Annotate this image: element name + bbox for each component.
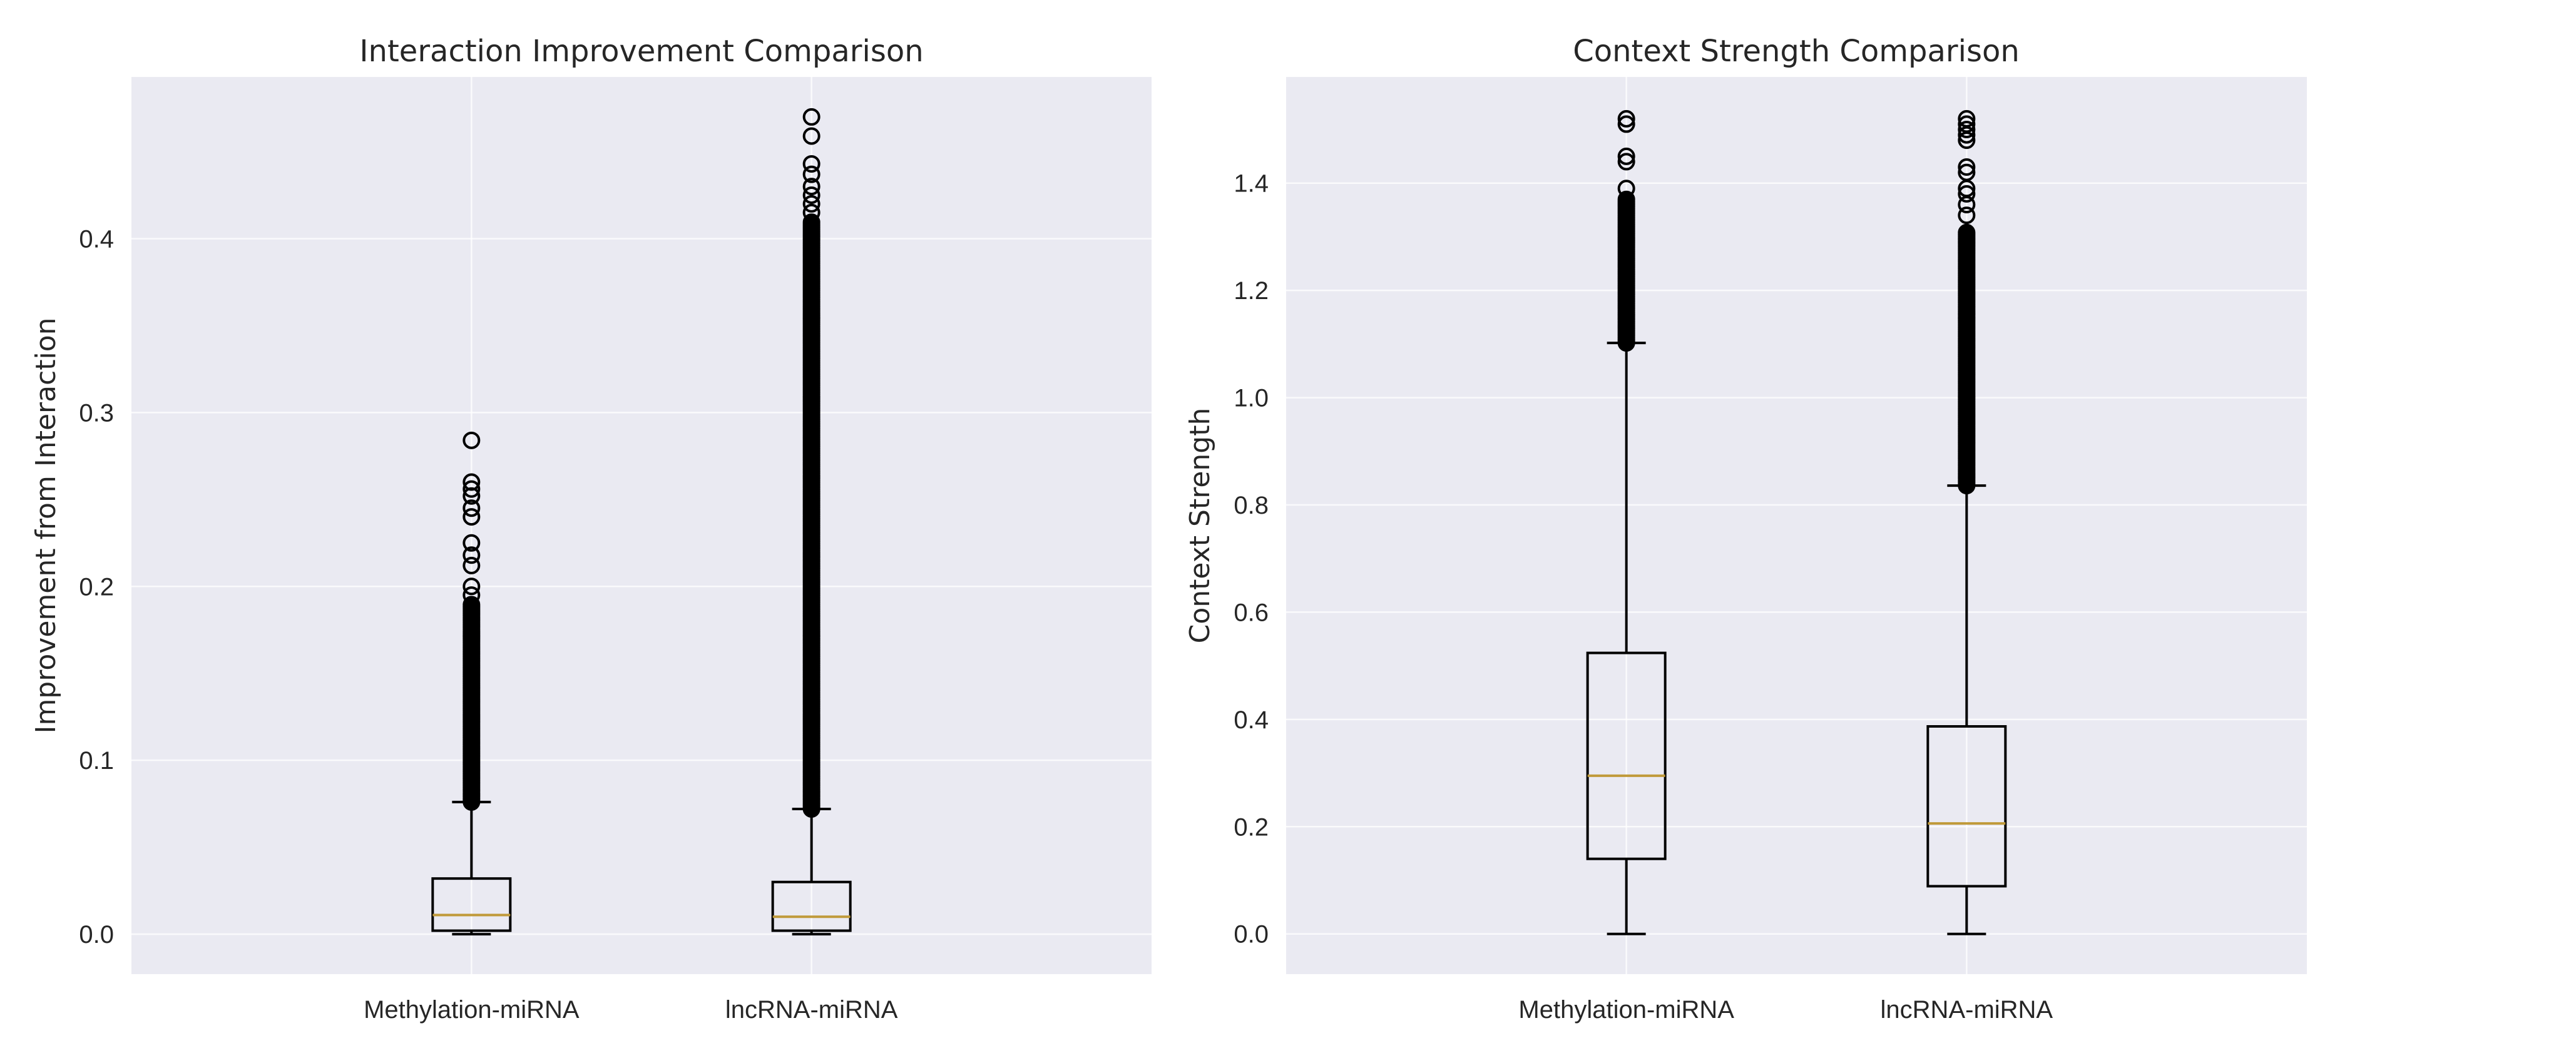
- outlier-point: [463, 508, 481, 526]
- box-lncrna-mirna: [771, 108, 852, 936]
- x-tick-label: Methylation-miRNA: [364, 996, 580, 1024]
- outlier-point: [1958, 115, 1976, 133]
- y-tick-label: 0.1: [79, 747, 114, 775]
- y-tick-label: 0.8: [1234, 492, 1269, 519]
- outlier-point: [1958, 206, 1976, 225]
- box-methylation-mirna: [1586, 109, 1667, 935]
- outlier-point: [802, 195, 820, 213]
- y-axis-label: Improvement from Interaction: [30, 317, 62, 733]
- box-iqr: [1586, 651, 1667, 860]
- y-axis-label: Context Strength: [1184, 408, 1216, 644]
- box-methylation-mirna: [431, 431, 512, 936]
- y-tick-label: 1.2: [1234, 277, 1269, 305]
- outlier-point: [1617, 190, 1635, 208]
- outlier-point: [802, 203, 820, 221]
- y-tick-label: 0.0: [1234, 921, 1269, 949]
- outlier-point: [1958, 109, 1976, 128]
- outlier-point: [802, 127, 820, 145]
- outlier-point: [802, 155, 820, 173]
- x-tick-label: lncRNA-miRNA: [1881, 996, 2053, 1024]
- outlier-point: [1958, 223, 1976, 242]
- y-tick-label: 0.2: [1234, 813, 1269, 841]
- plot-area: [1286, 77, 2307, 974]
- outlier-point: [463, 534, 481, 552]
- outlier-point: [463, 480, 481, 498]
- outlier-point: [802, 165, 820, 183]
- plot-area: [131, 77, 1152, 974]
- outlier-point: [1617, 109, 1635, 128]
- outlier-point: [1958, 121, 1976, 138]
- interaction-improvement-panel: Interaction Improvement Comparison Impro…: [30, 34, 1152, 1024]
- y-tick-label: 0.3: [79, 399, 114, 427]
- box-iqr: [1926, 725, 2007, 888]
- outlier-point: [463, 546, 481, 564]
- chart-title: Context Strength Comparison: [1573, 34, 2020, 69]
- outlier-point: [802, 186, 820, 204]
- box-iqr: [771, 880, 852, 932]
- outlier-point: [802, 213, 820, 231]
- outlier-point: [463, 499, 481, 517]
- outlier-point: [802, 108, 820, 126]
- outlier-point: [1958, 163, 1976, 181]
- outlier-point: [1958, 185, 1976, 203]
- outlier-point: [463, 431, 481, 449]
- outlier-point: [1617, 115, 1635, 133]
- y-tick-label: 0.6: [1234, 599, 1269, 626]
- outlier-point: [1617, 180, 1635, 198]
- outlier-point: [463, 473, 481, 491]
- x-tick-label: Methylation-miRNA: [1518, 996, 1734, 1024]
- box-iqr: [431, 877, 512, 932]
- outlier-point: [463, 556, 481, 574]
- outlier-point: [1958, 158, 1976, 176]
- x-tick-label: lncRNA-miRNA: [725, 996, 898, 1024]
- outlier-point: [802, 178, 820, 196]
- y-tick-label: 0.2: [79, 573, 114, 601]
- outlier-point: [1617, 147, 1635, 165]
- y-tick-label: 0.4: [1234, 706, 1269, 734]
- outlier-point: [463, 596, 481, 614]
- outlier-point: [463, 577, 481, 596]
- y-tick-label: 0.4: [79, 225, 114, 253]
- y-tick-label: 0.0: [79, 921, 114, 949]
- box-lncrna-mirna: [1926, 109, 2007, 935]
- outlier-point: [463, 586, 481, 604]
- chart-title: Interaction Improvement Comparison: [359, 34, 923, 69]
- y-tick-label: 1.0: [1234, 385, 1269, 412]
- y-tick-label: 1.4: [1234, 170, 1269, 198]
- outlier-point: [1617, 153, 1635, 171]
- context-strength-panel: Context Strength Comparison Context Stre…: [1184, 34, 2307, 1024]
